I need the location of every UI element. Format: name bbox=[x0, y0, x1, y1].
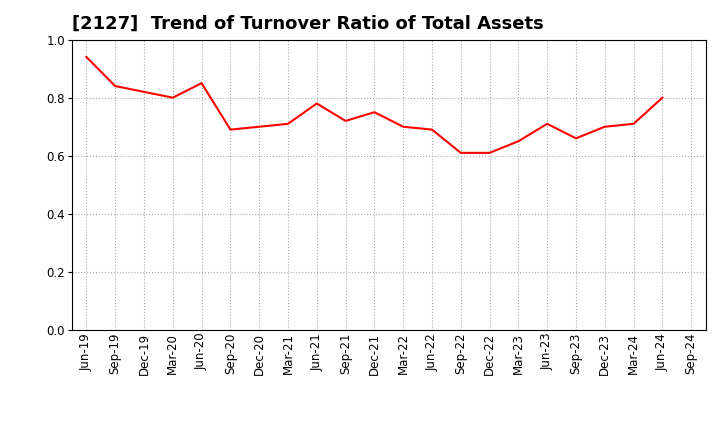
Text: [2127]  Trend of Turnover Ratio of Total Assets: [2127] Trend of Turnover Ratio of Total … bbox=[72, 15, 544, 33]
